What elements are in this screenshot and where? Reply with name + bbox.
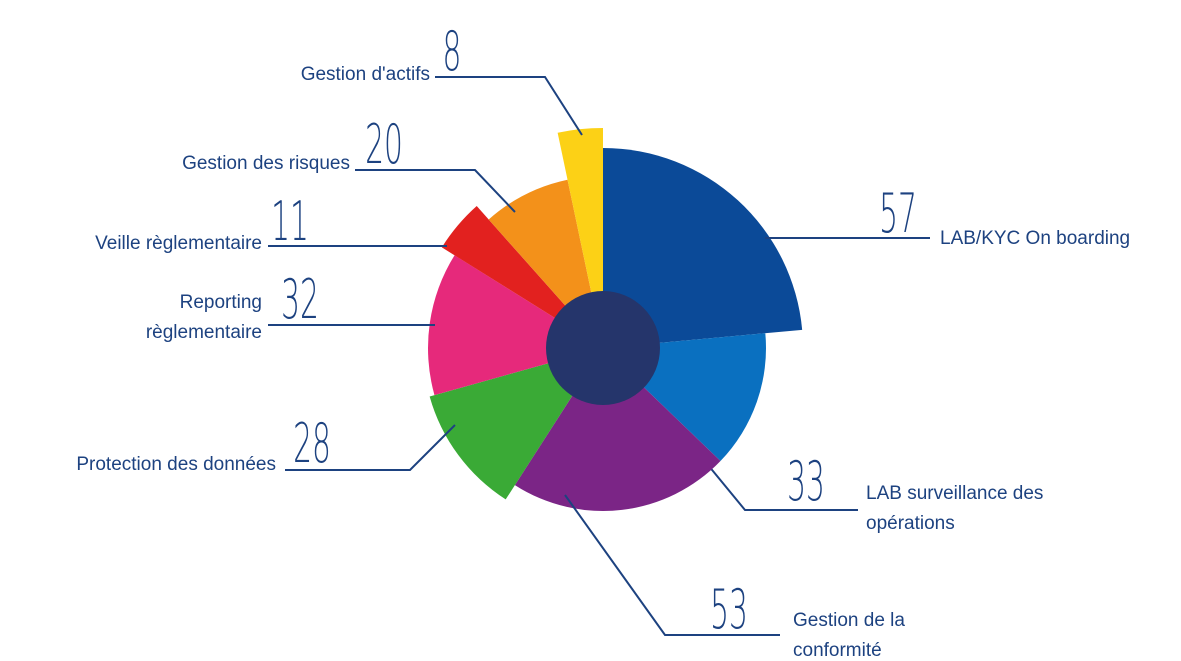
category-label: Gestion des risques — [182, 153, 350, 174]
category-label: Veille règlementaire — [95, 233, 262, 254]
category-label: Reporting règlementaire — [145, 292, 262, 343]
leader-line — [355, 169, 516, 213]
data-label: 20 — [365, 115, 403, 177]
leader-line — [707, 464, 858, 511]
wedge — [429, 348, 603, 500]
leader-line — [285, 424, 456, 471]
category-label: LAB surveillance des opérations — [866, 483, 1044, 534]
leader-line — [435, 76, 583, 136]
wedge — [514, 348, 721, 512]
center-hole — [546, 291, 660, 405]
category-label: Gestion de la conformité — [793, 610, 905, 661]
wedge — [603, 148, 803, 348]
category-label: LAB/KYC On boarding — [940, 228, 1131, 249]
data-label: 33 — [787, 452, 825, 514]
leader-line — [564, 494, 780, 636]
data-label: 32 — [281, 270, 319, 332]
data-label: 11 — [271, 192, 309, 254]
data-label: 28 — [293, 414, 331, 476]
category-label: Gestion d'actifs — [300, 64, 430, 85]
data-label: 57 — [879, 184, 917, 246]
category-label: Protection des données — [76, 454, 276, 475]
data-label: 8 — [443, 22, 462, 84]
data-label: 53 — [710, 580, 748, 642]
